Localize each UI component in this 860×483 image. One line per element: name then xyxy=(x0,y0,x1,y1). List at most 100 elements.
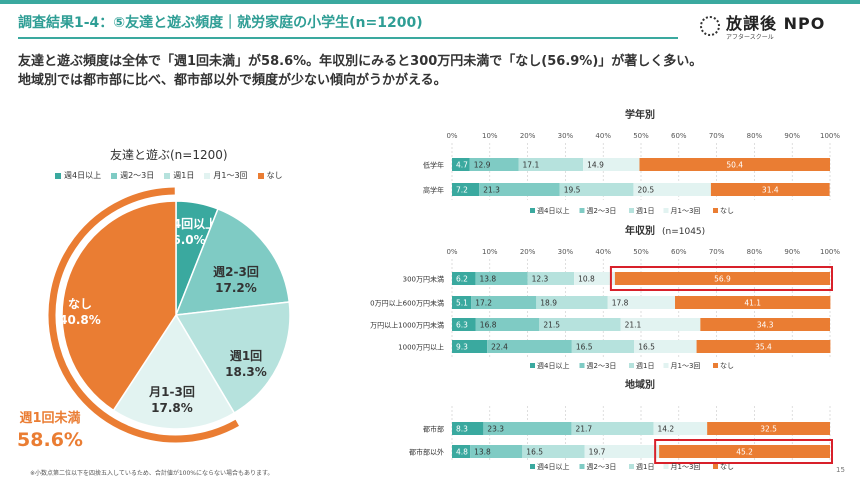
bar-segment xyxy=(639,158,830,171)
legend-label: 週2～3日 xyxy=(120,171,155,180)
bar-segment xyxy=(659,445,830,458)
pie-slice xyxy=(174,208,291,316)
bar-value-label: 12.3 xyxy=(532,275,549,284)
bar-value-label: 31.4 xyxy=(762,186,779,195)
legend-swatch xyxy=(713,363,718,368)
legend-label: 週2～3日 xyxy=(587,206,617,215)
legend-swatch xyxy=(663,464,669,469)
bar-segment xyxy=(675,296,831,309)
bar-value-label: 23.3 xyxy=(487,425,504,434)
logo-subtext: アフタースクール xyxy=(726,34,774,41)
bar-segment xyxy=(700,318,830,331)
bar-value-label: 45.2 xyxy=(736,448,753,457)
legend-label: 週2～3日 xyxy=(587,462,617,471)
bar-segment xyxy=(536,296,608,309)
logo-text: 放課後 NPO xyxy=(726,14,826,33)
pie-slice-label: 月1-3回 xyxy=(148,385,195,399)
category-label: 300万円以上600万円未満 xyxy=(370,299,444,308)
legend-label: 週4日以上 xyxy=(64,171,102,180)
category-label: 300万円未満 xyxy=(403,275,444,284)
bar-segment xyxy=(607,296,676,309)
page-number: 15 xyxy=(836,466,845,474)
bar-segment xyxy=(475,272,528,285)
legend-label: なし xyxy=(720,207,734,215)
legend-swatch xyxy=(111,172,118,179)
category-label: 都市部 xyxy=(423,425,444,434)
bar-segment xyxy=(452,183,480,196)
legend-swatch xyxy=(579,208,585,213)
category-label: 低学年 xyxy=(423,161,444,170)
bar-value-label: 18.9 xyxy=(540,299,557,308)
bar-segment xyxy=(452,422,484,435)
footnote: ※小数点第二位以下を四捨五入しているため、合計値が100%にならない場合もありま… xyxy=(30,470,274,477)
legend-label: 週2～3日 xyxy=(587,361,617,370)
stacked-bar-charts: 学年別 0% 10% 20% 30% 40% 50% 60% 70% 80% 90% 100% 低学年 4… xyxy=(370,108,840,471)
pie-slice-value: 17.8% xyxy=(151,401,193,415)
legend-swatch xyxy=(530,464,535,469)
legend-label: 週1日 xyxy=(636,462,654,471)
bar-value-label: 20.5 xyxy=(637,186,654,195)
bar-value-label: 16.5 xyxy=(638,343,655,352)
legend-swatch xyxy=(663,208,669,213)
bar-value-label: 9.3 xyxy=(456,343,468,352)
axis-tick-label: 50% xyxy=(633,248,649,256)
lead-text: 友達と遊ぶ頻度は全体で「週1回未満」が58.6%。年収別にみると300万円未満で… xyxy=(18,52,848,90)
page-title: 調査結果1-4：⑤友達と遊ぶ頻度｜就労家庭の小学生(n=1200) xyxy=(18,15,423,31)
axis-tick-label: 30% xyxy=(558,248,574,256)
bar-value-label: 34.3 xyxy=(757,321,774,330)
bar-value-label: 56.9 xyxy=(714,275,731,284)
bar-value-label: 41.1 xyxy=(744,299,761,308)
bar-value-label: 6.2 xyxy=(456,275,468,284)
axis-tick-label: 20% xyxy=(520,132,536,140)
bar-value-label: 7.2 xyxy=(456,186,468,195)
legend-label: 月1～3回 xyxy=(671,362,701,370)
bar-segment xyxy=(571,340,635,353)
bar-segment xyxy=(452,158,470,171)
legend-swatch xyxy=(629,464,634,469)
category-label: 高学年 xyxy=(423,186,444,195)
legend-swatch xyxy=(713,464,718,469)
bar-segment xyxy=(469,158,519,171)
pie-slice xyxy=(61,200,177,412)
legend-label: 週4日以上 xyxy=(537,206,569,215)
bar-value-label: 14.2 xyxy=(657,425,674,434)
legend-swatch xyxy=(579,363,585,368)
annotation-label: 週1回未満 xyxy=(19,410,80,426)
under-weekly-arc xyxy=(48,187,239,443)
axis-tick-label: 10% xyxy=(482,132,498,140)
bar-value-label: 4.8 xyxy=(456,448,468,457)
bar-segment xyxy=(574,272,615,285)
bar-segment xyxy=(710,183,830,196)
legend-label: なし xyxy=(720,463,734,471)
highlight-box xyxy=(654,439,834,464)
axis-tick-label: 40% xyxy=(595,132,611,140)
pie-legend-item: 週2～3日 xyxy=(111,170,154,181)
axis-tick-label: 10% xyxy=(482,248,498,256)
logo-mark-icon xyxy=(700,15,720,36)
bar-segment xyxy=(518,158,584,171)
legend-label: 週1日 xyxy=(636,206,654,215)
pie-legend-item: 週4日以上 xyxy=(55,170,101,181)
lead-line-2: 地域別では都市部に比べ、都市部以外で頻度が少ない傾向がうかがえる。 xyxy=(18,73,447,88)
axis-tick-label: 50% xyxy=(633,132,649,140)
legend-label: 週4日以上 xyxy=(537,462,569,471)
axis-tick-label: 0% xyxy=(446,132,457,140)
bar-segment xyxy=(634,340,697,353)
bar-value-label: 21.7 xyxy=(575,425,592,434)
logo: 放課後 NPO アフタースクール xyxy=(700,10,825,41)
legend-label: なし xyxy=(720,362,734,370)
bar-chart-title: 地域別 xyxy=(625,378,655,391)
top-accent-bar xyxy=(0,0,860,4)
bar-value-label: 10.8 xyxy=(578,275,595,284)
bar-segment xyxy=(707,422,830,435)
highlight-box xyxy=(609,266,833,291)
category-label: 600万円以上1000万円未満 xyxy=(370,321,444,330)
legend-label: 月1～3回 xyxy=(671,463,701,471)
bar-value-label: 17.1 xyxy=(523,161,540,170)
bar-segment xyxy=(452,318,476,331)
legend-swatch xyxy=(204,172,211,179)
axis-tick-label: 90% xyxy=(784,132,800,140)
bar-segment xyxy=(470,445,523,458)
bar-value-label: 21.3 xyxy=(483,186,500,195)
legend-swatch xyxy=(164,172,171,179)
